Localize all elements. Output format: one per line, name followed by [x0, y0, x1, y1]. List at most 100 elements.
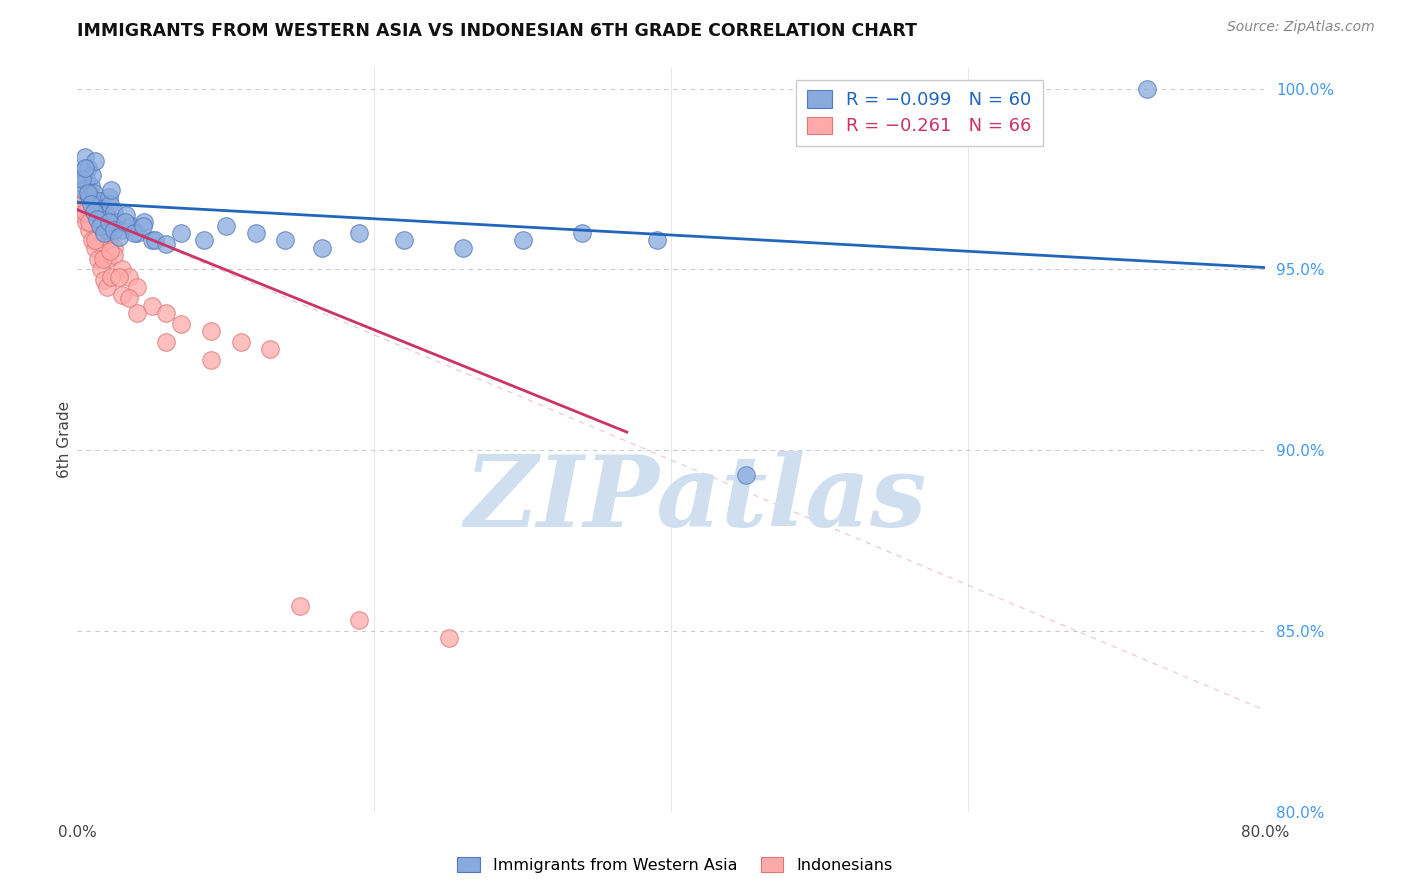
Point	[77, 215, 100, 229]
Point	[512, 234, 534, 248]
Point	[83, 219, 105, 233]
Point	[288, 599, 311, 613]
Point	[125, 226, 148, 240]
Point	[91, 241, 114, 255]
Point	[125, 306, 148, 320]
Point	[82, 190, 104, 204]
Point	[108, 230, 131, 244]
Point	[73, 190, 96, 204]
Point	[84, 234, 107, 248]
Point	[89, 211, 111, 226]
Point	[114, 215, 136, 229]
Point	[103, 241, 125, 255]
Point	[437, 631, 460, 645]
Point	[125, 280, 148, 294]
Point	[73, 150, 96, 164]
Point	[70, 183, 93, 197]
Point	[98, 244, 121, 259]
Point	[107, 215, 129, 229]
Point	[73, 204, 96, 219]
Point	[392, 234, 415, 248]
Point	[103, 204, 125, 219]
Point	[72, 190, 94, 204]
Point	[76, 201, 98, 215]
Point	[111, 262, 134, 277]
Point	[72, 208, 94, 222]
Point	[155, 306, 177, 320]
Point	[80, 179, 103, 194]
Legend: R = −0.099   N = 60, R = −0.261   N = 66: R = −0.099 N = 60, R = −0.261 N = 66	[796, 79, 1042, 146]
Point	[82, 169, 104, 183]
Point	[73, 161, 96, 175]
Point	[122, 226, 145, 240]
Point	[80, 208, 103, 222]
Point	[103, 248, 125, 262]
Point	[70, 186, 93, 201]
Point	[96, 252, 118, 266]
Point	[111, 222, 134, 236]
Point	[89, 237, 111, 252]
Point	[96, 222, 118, 236]
Point	[91, 215, 114, 229]
Point	[245, 226, 267, 240]
Point	[90, 262, 112, 277]
Point	[84, 194, 107, 208]
Point	[82, 234, 104, 248]
Point	[69, 172, 91, 186]
Point	[229, 334, 252, 349]
Point	[93, 226, 115, 240]
Point	[75, 172, 97, 186]
Point	[69, 197, 91, 211]
Point	[93, 201, 115, 215]
Point	[76, 183, 98, 197]
Point	[84, 153, 107, 168]
Point	[349, 226, 371, 240]
Text: ZIPatlas: ZIPatlas	[464, 450, 927, 547]
Point	[97, 215, 120, 229]
Point	[349, 613, 371, 627]
Point	[73, 176, 96, 190]
Point	[311, 241, 333, 255]
Point	[141, 299, 163, 313]
Point	[77, 208, 100, 222]
Point	[89, 194, 111, 208]
Point	[83, 186, 105, 201]
Point	[75, 197, 97, 211]
Point	[93, 273, 115, 287]
Point	[111, 287, 134, 301]
Point	[193, 234, 215, 248]
Point	[97, 215, 120, 229]
Point	[89, 219, 111, 233]
Point	[97, 190, 120, 204]
Point	[100, 183, 122, 197]
Point	[108, 269, 131, 284]
Point	[90, 211, 112, 226]
Point	[86, 197, 108, 211]
Point	[94, 208, 117, 222]
Point	[75, 215, 97, 229]
Point	[70, 176, 93, 190]
Y-axis label: 6th Grade: 6th Grade	[56, 401, 72, 478]
Point	[571, 226, 593, 240]
Point	[103, 222, 125, 236]
Point	[86, 211, 108, 226]
Point	[94, 237, 117, 252]
Point	[98, 197, 121, 211]
Point	[120, 219, 142, 233]
Point	[69, 165, 91, 179]
Point	[170, 226, 193, 240]
Point	[84, 241, 107, 255]
Point	[200, 324, 222, 338]
Point	[131, 219, 153, 233]
Point	[77, 190, 100, 204]
Point	[87, 252, 110, 266]
Point	[80, 197, 103, 211]
Point	[118, 269, 141, 284]
Text: IMMIGRANTS FROM WESTERN ASIA VS INDONESIAN 6TH GRADE CORRELATION CHART: IMMIGRANTS FROM WESTERN ASIA VS INDONESI…	[77, 22, 917, 40]
Point	[90, 234, 112, 248]
Point	[134, 215, 156, 229]
Point	[155, 237, 177, 252]
Point	[97, 234, 120, 248]
Point	[1136, 81, 1159, 95]
Point	[70, 179, 93, 194]
